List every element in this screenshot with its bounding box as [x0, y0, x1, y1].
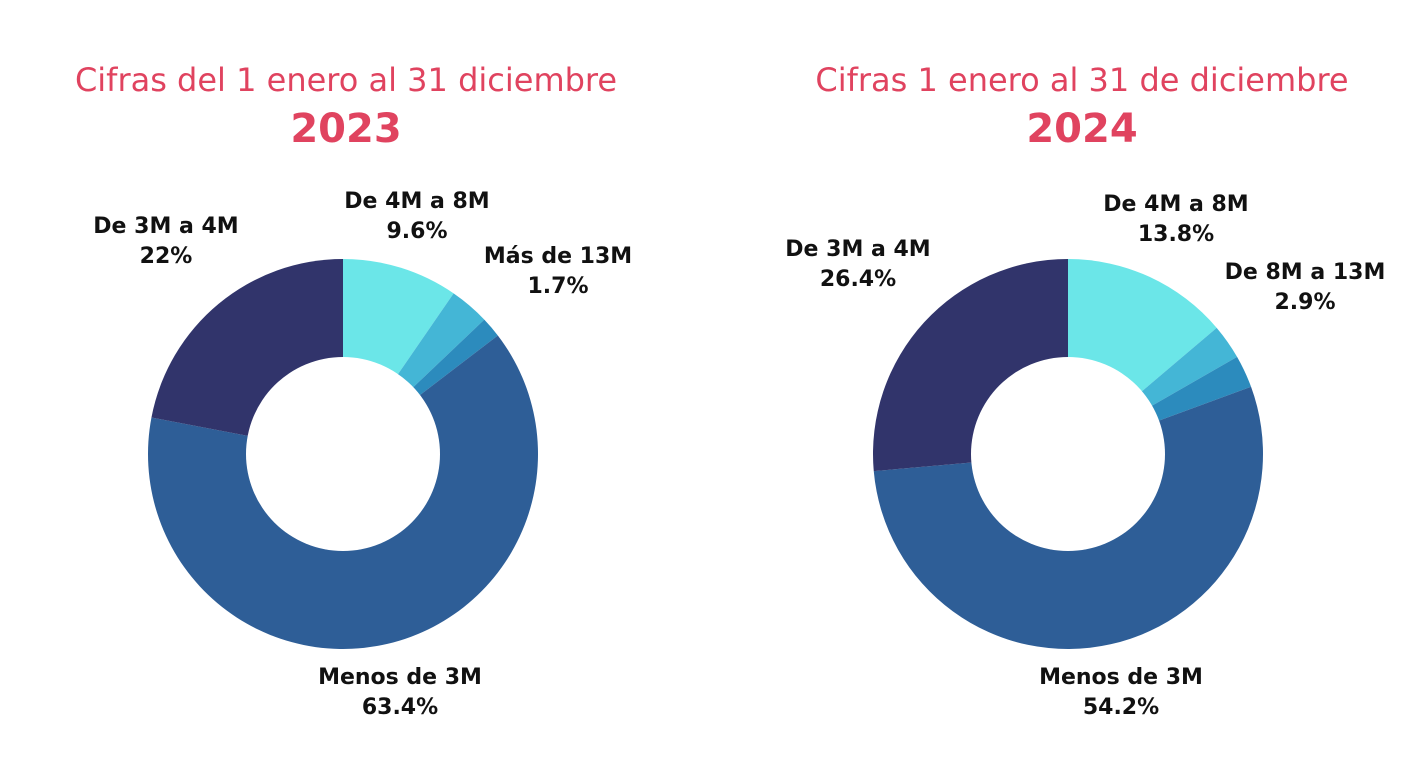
- donut-hole-2024: [971, 357, 1165, 551]
- slice-label-de-4m-a-8m-2023: De 4M a 8M: [344, 189, 489, 214]
- slice-value-de-3m-a-4m-2023: 22%: [140, 244, 193, 269]
- slice-value-mas-de-13m-2023: 1.7%: [527, 274, 588, 299]
- slice-value-menos-de-3m-2024: 54.2%: [1083, 695, 1159, 720]
- slice-labels-2023: De 4M a 8M 9.6% Más de 13M 1.7% Menos de 3M 6…: [93, 189, 632, 720]
- chart-panel-2024: Cifras 1 enero al 31 de diciembre 2024 D…: [785, 61, 1385, 720]
- slice-value-de-4m-a-8m-2024: 13.8%: [1138, 222, 1214, 247]
- chart-year-2024: 2024: [1026, 106, 1137, 152]
- donut-slices-2024: [873, 259, 1264, 649]
- chart-title-2024: Cifras 1 enero al 31 de diciembre: [815, 61, 1348, 99]
- slice-labels-2024: De 4M a 8M 13.8% De 8M a 13M 2.9% Menos de 3…: [785, 192, 1385, 720]
- slice-value-de-4m-a-8m-2023: 9.6%: [386, 219, 447, 244]
- slice-label-de-4m-a-8m-2024: De 4M a 8M: [1103, 192, 1248, 217]
- donut-slices-2023: [148, 259, 538, 649]
- slice-value-de-3m-a-4m-2024: 26.4%: [820, 267, 896, 292]
- slice-value-menos-de-3m-2023: 63.4%: [362, 695, 438, 720]
- slice-label-menos-de-3m-2023: Menos de 3M: [318, 665, 482, 690]
- chart-panel-2023: Cifras del 1 enero al 31 diciembre 2023 …: [75, 61, 632, 720]
- slice-label-de-3m-a-4m-2023: De 3M a 4M: [93, 214, 238, 239]
- slice-label-de-3m-a-4m-2024: De 3M a 4M: [785, 237, 930, 262]
- chart-year-2023: 2023: [290, 106, 401, 152]
- slice-label-de-8m-a-13m-2024: De 8M a 13M: [1225, 260, 1386, 285]
- slice-value-de-8m-a-13m-2024: 2.9%: [1274, 290, 1335, 315]
- chart-title-2023: Cifras del 1 enero al 31 diciembre: [75, 61, 617, 99]
- slice-label-menos-de-3m-2024: Menos de 3M: [1039, 665, 1203, 690]
- donut-hole-2023: [246, 357, 440, 551]
- slice-label-mas-de-13m-2023: Más de 13M: [484, 244, 632, 269]
